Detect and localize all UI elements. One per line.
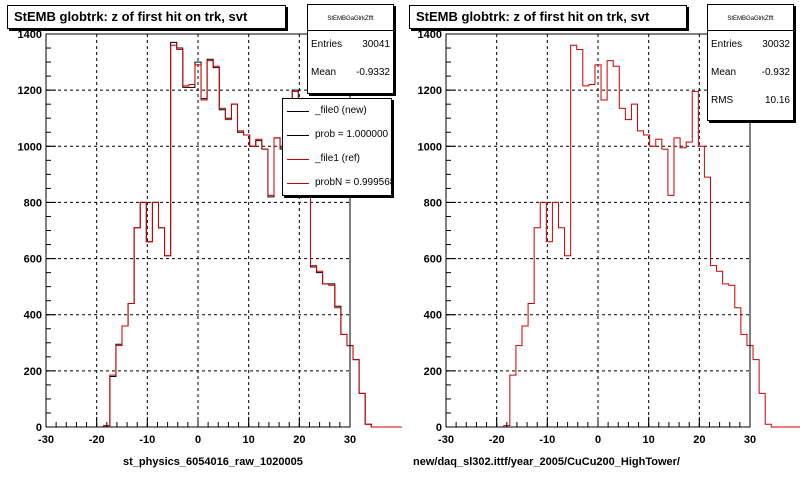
right-y-tick-label-6: 1200 bbox=[418, 85, 442, 97]
right-y-tick-label-2: 400 bbox=[424, 310, 442, 322]
left-y-tick-label-4: 800 bbox=[24, 197, 42, 209]
left-chart-title: StEMB globtrk: z of first hit on trk, sv… bbox=[7, 5, 286, 29]
right-x-tick-label-3: 0 bbox=[595, 434, 601, 446]
right-stats-rms-value: 10.16 bbox=[764, 95, 790, 106]
left-x-tick-label-6: 30 bbox=[344, 434, 356, 446]
right-stats-entries-label: Entries bbox=[711, 39, 743, 50]
left-stats-mean-label: Mean bbox=[311, 67, 337, 78]
left-stats-name: StEMBGaGlrkZfft bbox=[308, 5, 393, 31]
left-stats-entries-row: Entries 30041 bbox=[308, 31, 393, 59]
left-x-tick-label-2: -10 bbox=[139, 434, 155, 446]
legend-swatch-probn bbox=[287, 182, 309, 184]
left-y-tick-label-2: 400 bbox=[24, 310, 42, 322]
right-x-tick-label-4: 10 bbox=[643, 434, 655, 446]
right-histogram-plot: -30 -20 -10 0 10 20 30 0 200 400 600 800 1000 1200 140… bbox=[418, 29, 800, 446]
left-stats-box: StEMBGaGlrkZfft Entries 30041 Mean -0.93… bbox=[307, 4, 394, 94]
right-frame bbox=[445, 33, 751, 428]
right-stats-box: StEMBGaGlrkZfft Entries 30032 Mean -0.93… bbox=[707, 4, 794, 121]
right-histogram-panel: -30 -20 -10 0 10 20 30 0 200 400 600 800 1000 1200 140… bbox=[400, 0, 800, 480]
legend-swatch-file0 bbox=[287, 110, 309, 112]
left-histogram-plot: -30 -20 -10 0 10 20 30 0 200 400 600 800 1000 1200 140… bbox=[18, 29, 402, 446]
left-y-tick-label-7: 1400 bbox=[18, 29, 42, 41]
legend-label-file0: _file0 (new) bbox=[315, 105, 367, 116]
left-frame bbox=[45, 33, 351, 428]
right-y-tick-label-7: 1400 bbox=[418, 29, 442, 41]
left-y-tick-label-0: 0 bbox=[36, 422, 42, 434]
legend-entry-file1: _file1 (ref) bbox=[283, 147, 391, 171]
left-y-tick-label-3: 600 bbox=[24, 254, 42, 266]
legend-swatch-prob bbox=[287, 134, 309, 136]
right-stats-mean-value: -0.932 bbox=[761, 67, 790, 78]
left-series-1 bbox=[61, 44, 402, 428]
left-legend: _file0 (new) prob = 1.000000 _file1 (ref… bbox=[282, 98, 392, 196]
left-x-tick-label-4: 10 bbox=[243, 434, 255, 446]
right-y-tick-label-1: 200 bbox=[424, 366, 442, 378]
legend-entry-probn: probN = 0.999568 bbox=[283, 171, 391, 195]
right-x-tick-label-5: 20 bbox=[693, 434, 705, 446]
legend-label-prob: prob = 1.000000 bbox=[315, 129, 389, 140]
legend-label-file1: _file1 (ref) bbox=[315, 153, 361, 164]
left-y-tick-label-6: 1200 bbox=[18, 85, 42, 97]
left-stats-mean-row: Mean -0.9332 bbox=[308, 59, 393, 87]
left-stats-entries-label: Entries bbox=[311, 39, 343, 50]
legend-swatch-file1 bbox=[287, 158, 309, 160]
left-stats-mean-value: -0.9332 bbox=[356, 67, 390, 78]
left-y-tick-label-5: 1000 bbox=[18, 141, 42, 153]
right-stats-mean-row: Mean -0.932 bbox=[708, 59, 793, 87]
left-x-axis-title: st_physics_6054016_raw_1020005 bbox=[123, 456, 303, 468]
left-x-tick-label-3: 0 bbox=[195, 434, 201, 446]
left-y-tick-label-1: 200 bbox=[24, 366, 42, 378]
right-y-tick-label-3: 600 bbox=[424, 254, 442, 266]
legend-label-probn: probN = 0.999568 bbox=[315, 177, 392, 188]
right-x-tick-label-2: -10 bbox=[539, 434, 555, 446]
right-x-tick-label-6: 30 bbox=[744, 434, 756, 446]
legend-entry-prob: prob = 1.000000 bbox=[283, 123, 391, 147]
right-stats-rms-label: RMS bbox=[711, 95, 734, 106]
right-y-tick-label-4: 800 bbox=[424, 197, 442, 209]
left-x-tick-label-1: -20 bbox=[89, 434, 105, 446]
right-y-tick-label-0: 0 bbox=[436, 422, 442, 434]
right-stats-mean-label: Mean bbox=[711, 67, 737, 78]
right-stats-rms-row: RMS 10.16 bbox=[708, 87, 793, 115]
right-series-0 bbox=[461, 44, 800, 428]
right-x-axis-title: new/daq_sl302.ittf/year_2005/CuCu200_Hig… bbox=[413, 456, 680, 468]
right-y-tick-label-5: 1000 bbox=[418, 141, 442, 153]
right-x-tick-label-1: -20 bbox=[489, 434, 505, 446]
left-x-tick-label-0: -30 bbox=[38, 434, 54, 446]
right-stats-name: StEMBGaGlrkZfft bbox=[708, 5, 793, 31]
left-histogram-panel: -30 -20 -10 0 10 20 30 0 200 400 600 800 1000 1200 140… bbox=[7, 4, 402, 468]
right-x-tick-label-0: -30 bbox=[438, 434, 454, 446]
right-chart-title: StEMB globtrk: z of first hit on trk, sv… bbox=[409, 5, 687, 29]
left-stats-entries-value: 30041 bbox=[362, 39, 390, 50]
left-x-tick-label-5: 20 bbox=[293, 434, 305, 446]
right-stats-entries-value: 30032 bbox=[762, 39, 790, 50]
right-stats-entries-row: Entries 30032 bbox=[708, 31, 793, 59]
legend-entry-file0: _file0 (new) bbox=[283, 99, 391, 123]
